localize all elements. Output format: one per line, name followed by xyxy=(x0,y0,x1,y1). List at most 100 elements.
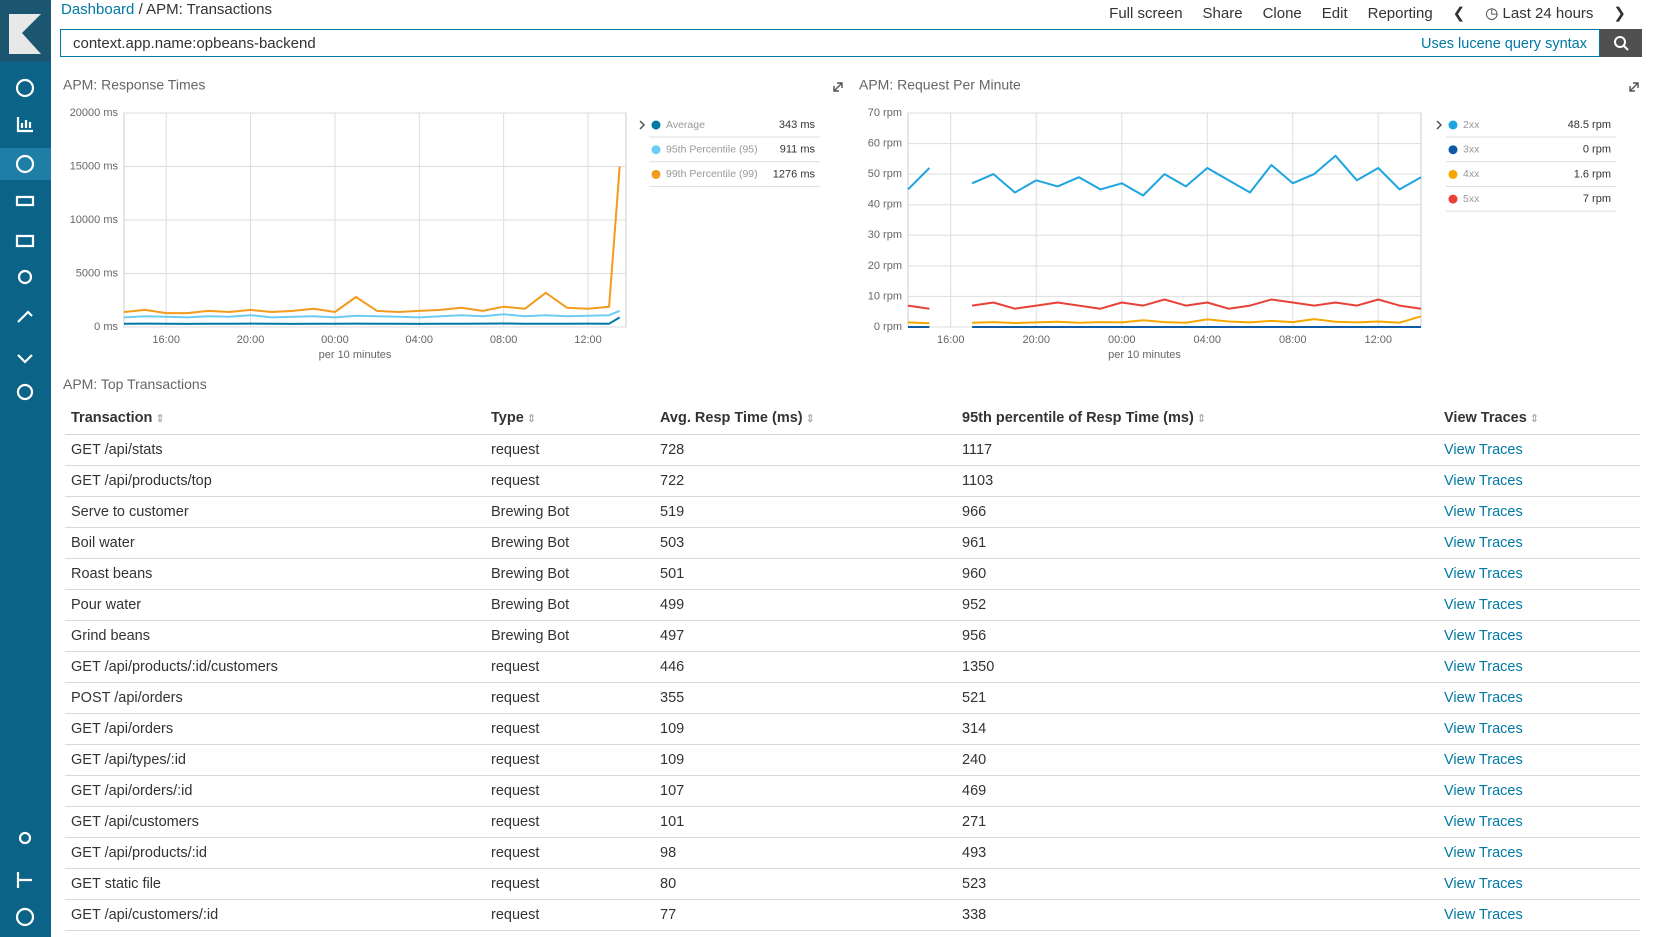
legend-swatch xyxy=(651,120,661,130)
view-traces-link[interactable]: View Traces xyxy=(1444,907,1523,923)
table-row: GET /api/orders request 109 314 View Traces xyxy=(65,713,1640,745)
table-row: GET static file request 80 523 View Traces xyxy=(65,868,1640,900)
view-traces-link[interactable]: View Traces xyxy=(1444,473,1523,489)
query-text: context.app.name:opbeans-backend xyxy=(73,35,316,52)
x-axis-label: per 10 minutes xyxy=(319,349,392,361)
view-traces-link[interactable]: View Traces xyxy=(1444,721,1523,737)
separator: / xyxy=(138,1,147,18)
cell: GET /api/customers/:id xyxy=(65,899,485,931)
view-traces-link[interactable]: View Traces xyxy=(1444,597,1523,613)
cell: Pour water xyxy=(65,589,485,621)
view-traces-link[interactable]: View Traces xyxy=(1444,659,1523,675)
series-line xyxy=(907,154,1422,197)
x-tick-label: 16:00 xyxy=(152,334,180,346)
view-traces-link[interactable]: View Traces xyxy=(1444,442,1523,458)
series-line xyxy=(907,298,1422,310)
query-input[interactable]: context.app.name:opbeans-backend Uses lu… xyxy=(60,29,1600,57)
cell: Brewing Bot xyxy=(485,589,654,621)
cell: Grind beans xyxy=(65,620,485,652)
time-picker[interactable]: ◷ Last 24 hours xyxy=(1485,5,1594,22)
view-traces-link[interactable]: View Traces xyxy=(1444,876,1523,892)
cell: request xyxy=(485,434,654,466)
table-row: Grind beans Brewing Bot 497 956 View Traces xyxy=(65,620,1640,652)
legend-swatch xyxy=(1448,145,1458,155)
cell: View Traces xyxy=(1438,620,1640,652)
cell: View Traces xyxy=(1438,837,1640,869)
view-traces-link[interactable]: View Traces xyxy=(1444,690,1523,706)
legend-toggle xyxy=(1436,120,1443,130)
logo xyxy=(9,14,41,54)
legend-swatch xyxy=(1448,169,1458,179)
cell: GET /api/products/:id xyxy=(65,837,485,869)
column-header[interactable]: Type xyxy=(485,402,654,435)
chart-title: APM: Request Per Minute xyxy=(859,77,1021,93)
column-header[interactable]: 95th percentile of Resp Time (ms) xyxy=(956,402,1438,435)
view-traces-link[interactable]: View Traces xyxy=(1444,752,1523,768)
menu-item[interactable]: Clone xyxy=(1262,4,1302,22)
menu-item[interactable]: Reporting xyxy=(1367,4,1433,22)
cell: 952 xyxy=(956,589,1438,621)
view-traces-link[interactable]: View Traces xyxy=(1444,566,1523,582)
table-row: GET /api/products/:id request 98 493 View Tr… xyxy=(65,837,1640,869)
series-line xyxy=(123,166,621,315)
next-button[interactable]: ❯ xyxy=(1613,5,1626,22)
legend-label: 5xx xyxy=(1463,193,1480,205)
cell: POST /api/orders xyxy=(65,682,485,714)
table-body: GET /api/stats request 728 1117 View Traces G… xyxy=(65,434,1640,931)
column-header[interactable]: View Traces xyxy=(1438,402,1640,435)
cell: 271 xyxy=(956,806,1438,838)
query-syntax-link[interactable]: Uses lucene query syntax xyxy=(1420,36,1587,52)
legend-value: 1276 ms xyxy=(773,168,816,180)
column-header[interactable]: Transaction xyxy=(65,402,485,435)
cell: 503 xyxy=(654,527,956,559)
view-traces-link[interactable]: View Traces xyxy=(1444,628,1523,644)
x-tick-label: 16:00 xyxy=(937,334,965,346)
prev-button[interactable]: ❮ xyxy=(1452,5,1466,22)
cell: 501 xyxy=(654,558,956,590)
cell: 493 xyxy=(956,837,1438,869)
view-traces-link[interactable]: View Traces xyxy=(1444,814,1523,830)
legend-value: 343 ms xyxy=(779,119,816,131)
legend-swatch xyxy=(1448,194,1458,204)
cell: 1117 xyxy=(956,434,1438,466)
table-row: GET /api/products/:id/customers request 44… xyxy=(65,651,1640,683)
cell: Brewing Bot xyxy=(485,558,654,590)
menu-item[interactable]: Share xyxy=(1202,4,1243,22)
series-line xyxy=(123,309,621,319)
view-traces-link[interactable]: View Traces xyxy=(1444,783,1523,799)
view-traces-link[interactable]: View Traces xyxy=(1444,845,1523,861)
view-traces-link[interactable]: View Traces xyxy=(1444,504,1523,520)
y-tick-label: 70 rpm xyxy=(868,107,902,119)
cell: 338 xyxy=(956,899,1438,931)
cell: 521 xyxy=(956,682,1438,714)
cell: Roast beans xyxy=(65,558,485,590)
cell: 107 xyxy=(654,775,956,807)
nav-icons xyxy=(15,78,35,927)
legend-swatch xyxy=(651,145,661,155)
x-tick-label: 04:00 xyxy=(1193,334,1221,346)
cell: request xyxy=(485,465,654,497)
column-header[interactable]: Avg. Resp Time (ms) xyxy=(654,402,956,435)
table-row: GET /api/products/top request 722 1103 View … xyxy=(65,465,1640,497)
cell: 961 xyxy=(956,527,1438,559)
cell: Brewing Bot xyxy=(485,527,654,559)
cell: GET /api/products/top xyxy=(65,465,485,497)
cell: 523 xyxy=(956,868,1438,900)
legend-swatch xyxy=(651,169,661,179)
view-traces-link[interactable]: View Traces xyxy=(1444,535,1523,551)
cell: 956 xyxy=(956,620,1438,652)
cell: View Traces xyxy=(1438,496,1640,528)
search-button[interactable] xyxy=(1600,29,1642,57)
breadcrumb-link[interactable]: Dashboard xyxy=(61,1,135,18)
legend-label: 4xx xyxy=(1463,168,1480,180)
legend-label: Average xyxy=(666,119,705,131)
top-menu: Full screen Share Clone Edit Reporting ❮… xyxy=(1109,4,1626,23)
cell: 960 xyxy=(956,558,1438,590)
cell: View Traces xyxy=(1438,589,1640,621)
cell: 728 xyxy=(654,434,956,466)
menu-item[interactable]: Full screen xyxy=(1109,4,1183,22)
cell: request xyxy=(485,744,654,776)
menu-item[interactable]: Edit xyxy=(1321,4,1348,22)
